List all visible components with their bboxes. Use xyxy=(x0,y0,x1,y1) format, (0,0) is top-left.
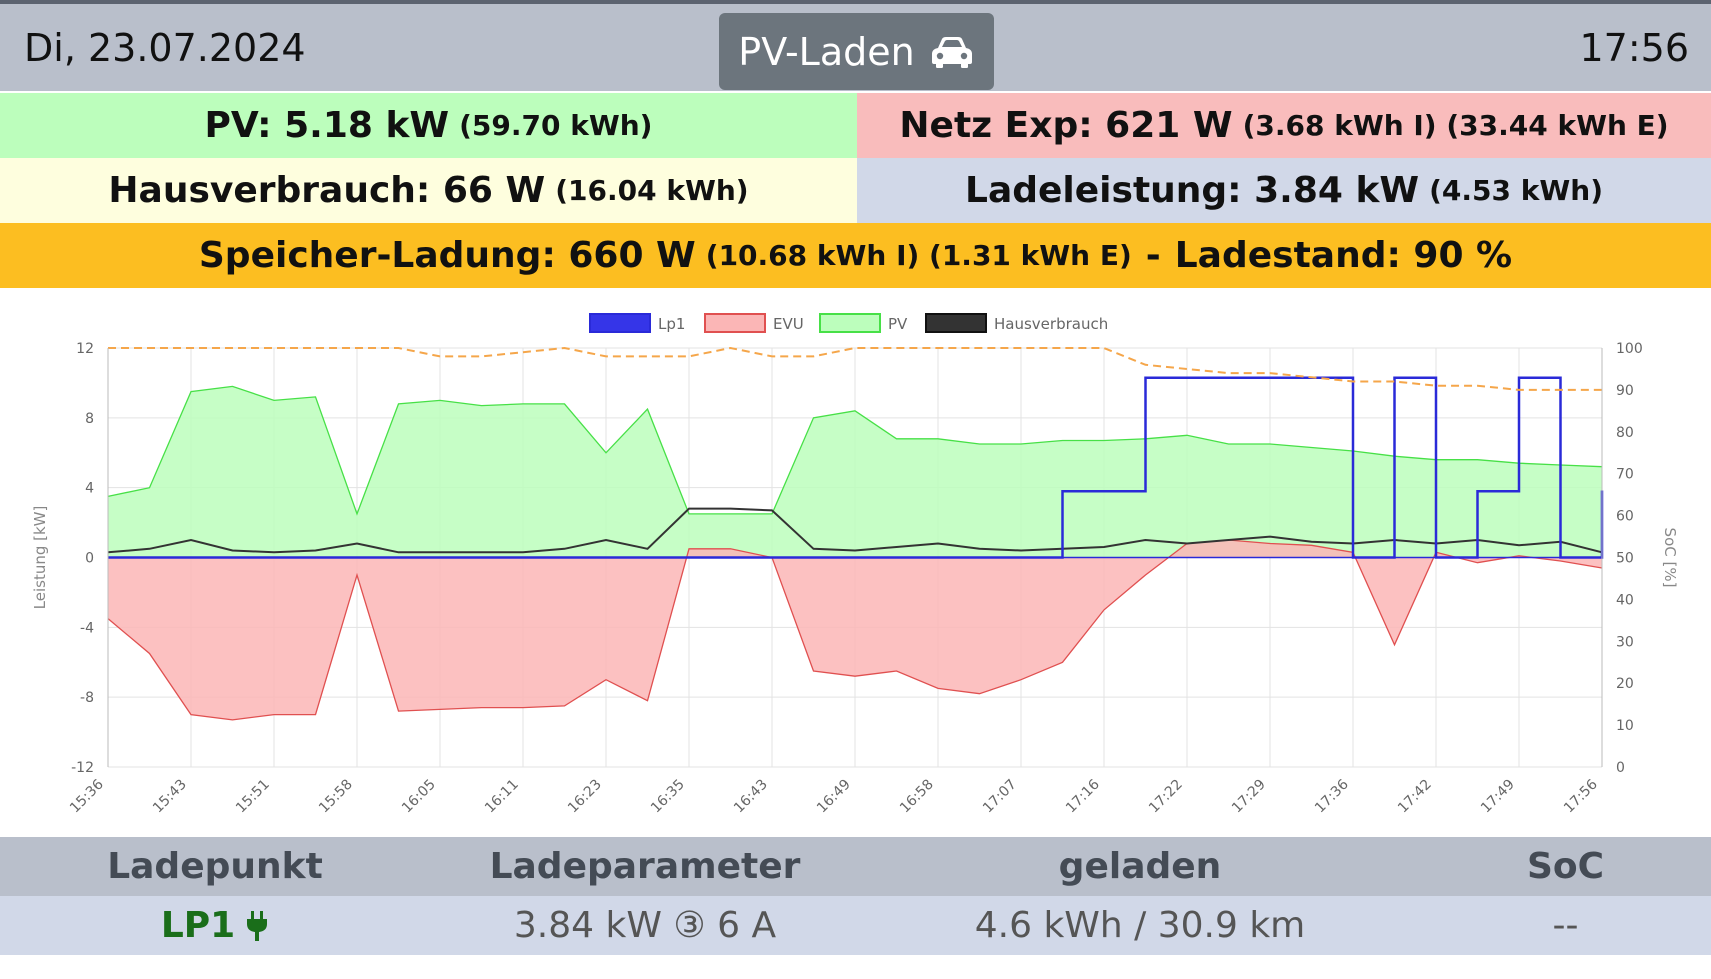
y2-tick-label: 0 xyxy=(1616,760,1625,776)
house-power: Hausverbrauch: 66 W xyxy=(108,170,546,211)
chart-legend: Lp1 EVU PV Hausverbrauch xyxy=(589,313,1108,333)
lp1-line xyxy=(108,376,1604,559)
charge-parameter: 3.84 kW ③ 6 A xyxy=(513,905,777,946)
x-tick-label: 15:51 xyxy=(233,777,273,817)
y2-tick-label: 60 xyxy=(1616,509,1634,525)
legend-label: Hausverbrauch xyxy=(994,315,1108,333)
x-tick-label: 15:36 xyxy=(67,776,107,816)
y2-tick-label: 10 xyxy=(1616,718,1634,734)
y-axis-label: Leistung [kW] xyxy=(31,506,49,610)
battery-soc: Ladestand: 90 % xyxy=(1174,235,1513,276)
soc-line xyxy=(108,346,1602,391)
table-row[interactable]: LP1 3.84 kW ③ 6 A 4.6 kWh / 30.9 km -- xyxy=(0,896,1711,955)
house-tile: Hausverbrauch: 66 W (16.04 kWh) xyxy=(0,158,857,223)
legend-label: PV xyxy=(888,315,908,333)
car-icon xyxy=(931,36,972,68)
chargepoint-name[interactable]: LP1 xyxy=(160,905,236,946)
header-geladen: geladen xyxy=(1058,846,1222,887)
date-display: Di, 23.07.2024 xyxy=(24,26,306,70)
charge-mode-label: PV-Laden xyxy=(738,29,915,74)
y2-axis-label: SoC [%] xyxy=(1661,528,1679,588)
battery-separator: - xyxy=(1145,235,1161,276)
chart-areas xyxy=(108,386,1602,720)
y2-tick-label: 30 xyxy=(1616,634,1634,650)
y-tick-label: -8 xyxy=(80,690,94,706)
y2-tick-label: 50 xyxy=(1616,551,1634,567)
x-tick-label: 16:05 xyxy=(399,777,439,817)
pv-energy: (59.70 kWh) xyxy=(459,109,653,142)
y2-tick-label: 90 xyxy=(1616,383,1634,399)
evu-area xyxy=(108,540,1602,720)
y2-tick-label: 40 xyxy=(1616,592,1634,608)
x-tick-label: 16:43 xyxy=(731,777,771,817)
x-tick-label: 16:11 xyxy=(482,777,522,817)
battery-energy: (10.68 kWh I) (1.31 kWh E) xyxy=(705,239,1132,272)
battery-tile: Speicher-Ladung: 660 W (10.68 kWh I) (1.… xyxy=(0,223,1711,288)
x-tick-label: 16:58 xyxy=(897,777,937,817)
y2-tick-label: 70 xyxy=(1616,467,1634,483)
y-tick-label: 12 xyxy=(76,341,94,357)
x-tick-label: 17:42 xyxy=(1395,777,1435,817)
x-tick-label: 16:49 xyxy=(814,777,854,817)
legend-label: Lp1 xyxy=(658,315,685,333)
y-tick-label: -12 xyxy=(71,760,94,776)
x-tick-label: 17:56 xyxy=(1561,776,1601,816)
x-tick-label: 16:35 xyxy=(648,777,688,817)
x-tick-label: 17:36 xyxy=(1312,776,1352,816)
chargepoint-cell[interactable]: LP1 xyxy=(0,896,430,955)
y-tick-label: 0 xyxy=(85,551,94,567)
chart-lines xyxy=(107,346,1604,721)
x-tick-label: 15:43 xyxy=(150,777,190,817)
charge-tile: Ladeleistung: 3.84 kW (4.53 kWh) xyxy=(857,158,1711,223)
header-ladepunkt: Ladepunkt xyxy=(107,846,323,887)
top-border xyxy=(0,0,1711,4)
legend-swatch xyxy=(925,313,987,333)
legend-swatch xyxy=(589,313,651,333)
x-tick-label: 17:16 xyxy=(1063,776,1103,816)
y-tick-label: -4 xyxy=(80,620,94,636)
grid-tile: Netz Exp: 621 W (3.68 kWh I) (33.44 kWh … xyxy=(857,93,1711,158)
time-display: 17:56 xyxy=(1579,26,1689,70)
house-energy: (16.04 kWh) xyxy=(555,174,749,207)
header-ladeparameter: Ladeparameter xyxy=(489,846,801,887)
header-bar: Di, 23.07.2024 PV-Laden 17:56 xyxy=(0,4,1711,91)
charge-energy: (4.53 kWh) xyxy=(1429,174,1603,207)
battery-power: Speicher-Ladung: 660 W xyxy=(198,235,696,276)
y2-tick-label: 100 xyxy=(1616,341,1643,357)
plug-icon xyxy=(247,910,268,941)
vehicle-soc: -- xyxy=(1552,905,1579,946)
chargepoint-table-header: Ladepunkt Ladeparameter geladen SoC xyxy=(0,837,1711,896)
x-tick-label: 17:22 xyxy=(1146,777,1186,817)
x-tick-label: 17:49 xyxy=(1478,777,1518,817)
legend-swatch xyxy=(704,313,766,333)
pv-power: PV: 5.18 kW xyxy=(204,105,450,146)
y-tick-label: 8 xyxy=(85,411,94,427)
grid-power: Netz Exp: 621 W xyxy=(899,105,1233,146)
pv-tile: PV: 5.18 kW (59.70 kWh) xyxy=(0,93,857,158)
legend-swatch xyxy=(819,313,881,333)
y2-tick-label: 80 xyxy=(1616,425,1634,441)
legend-label: EVU xyxy=(773,315,804,333)
x-tick-label: 15:58 xyxy=(316,777,356,817)
grid-energy: (3.68 kWh I) (33.44 kWh E) xyxy=(1242,109,1669,142)
y2-tick-label: 20 xyxy=(1616,676,1634,692)
charged-amount: 4.6 kWh / 30.9 km xyxy=(974,905,1306,946)
charge-power: Ladeleistung: 3.84 kW xyxy=(965,170,1420,211)
x-tick-label: 16:23 xyxy=(565,777,605,817)
pv-area xyxy=(108,386,1602,558)
y-tick-label: 4 xyxy=(85,481,94,497)
x-tick-label: 17:07 xyxy=(980,777,1020,817)
charge-mode-button[interactable]: PV-Laden xyxy=(719,13,994,90)
header-soc: SoC xyxy=(1526,846,1605,887)
x-tick-label: 17:29 xyxy=(1229,777,1269,817)
